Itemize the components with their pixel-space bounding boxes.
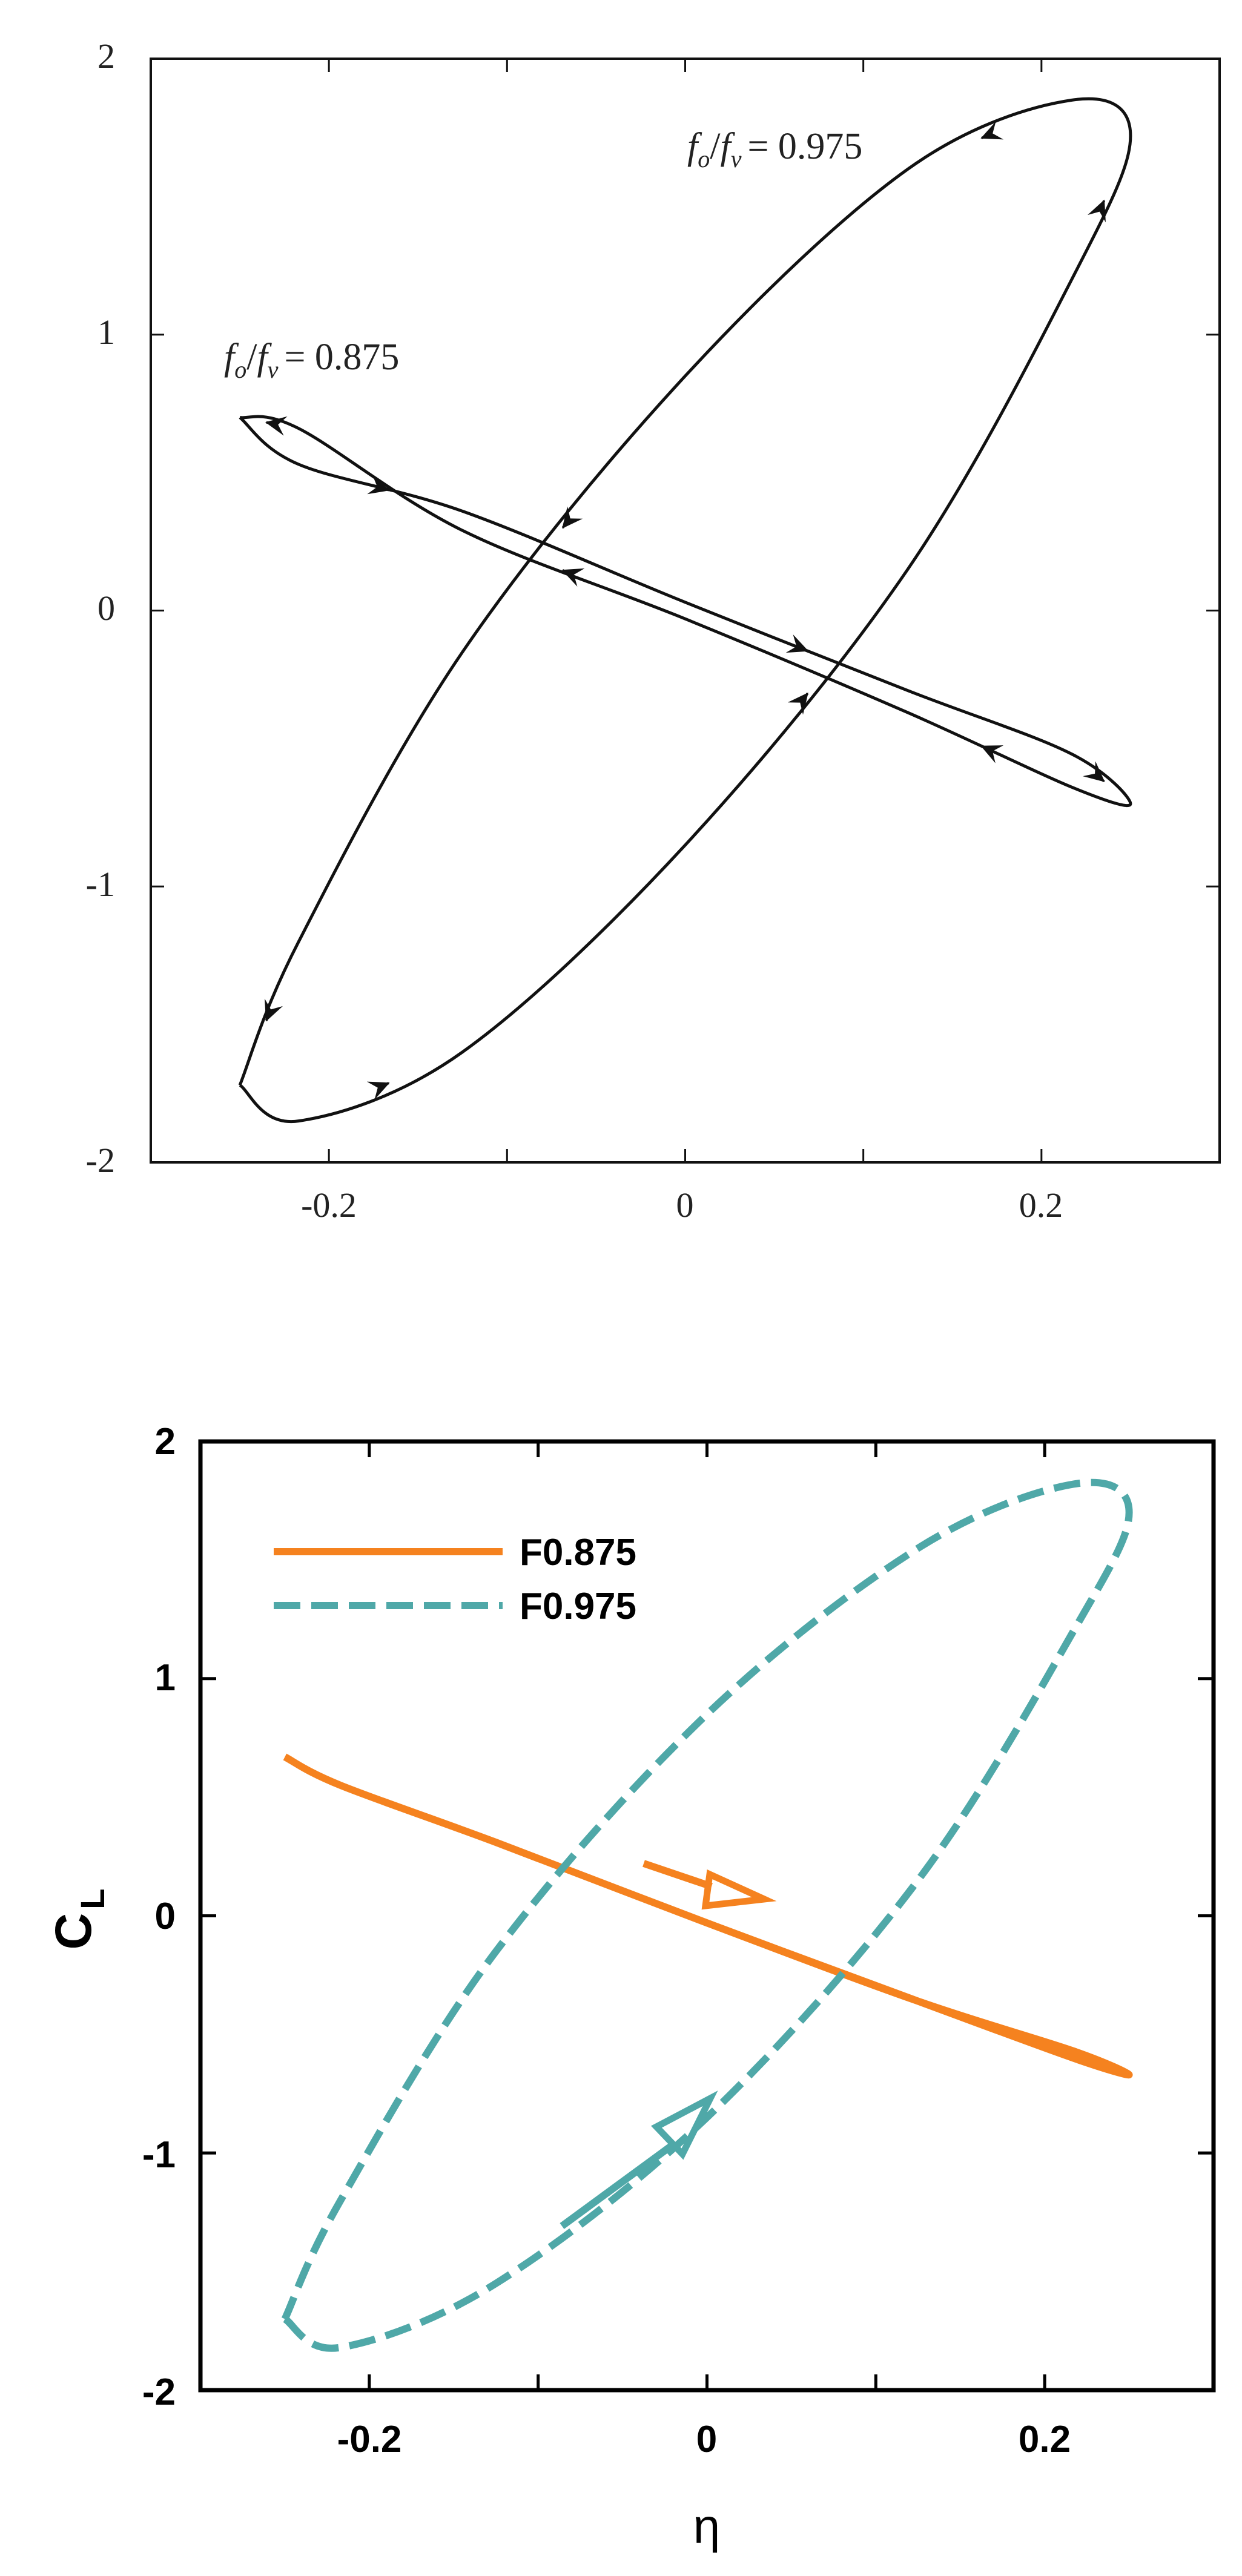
legend: F0.875 F0.975 bbox=[274, 1532, 636, 1627]
top-direction-arrowhead bbox=[561, 506, 583, 529]
legend-label-f0875: F0.875 bbox=[520, 1532, 636, 1573]
bottom-xtick-label: -0.2 bbox=[337, 2419, 402, 2460]
top-ytick-label: 2 bbox=[97, 36, 115, 76]
bottom-xtick-label: 0.2 bbox=[1019, 2419, 1071, 2460]
top-direction-arrowhead bbox=[561, 568, 585, 587]
svg-text:CL: CL bbox=[45, 1889, 111, 1950]
top-direction-arrowhead bbox=[265, 998, 283, 1022]
direction-arrow-teal bbox=[560, 2090, 718, 2229]
top-xtick-label: 0.2 bbox=[1019, 1185, 1063, 1225]
top-xtick-label: -0.2 bbox=[301, 1185, 357, 1225]
bottom-xtick-label: 0 bbox=[696, 2419, 717, 2460]
bottom-ytick-label: -2 bbox=[142, 2371, 176, 2413]
bottom-ytick-label: -1 bbox=[142, 2134, 176, 2176]
bottom-axis-ticks bbox=[200, 1440, 1214, 2392]
top-direction-arrowhead bbox=[1083, 761, 1105, 783]
top-chart: 2 1 0 -1 -2 -0.2 0 0.2 fo/fv = 0.875 fo/f… bbox=[86, 36, 1221, 1225]
top-direction-arrowhead bbox=[367, 475, 390, 495]
top-series-line-0 bbox=[239, 415, 1132, 808]
series-label-0875: fo/fv = 0.875 bbox=[224, 337, 399, 383]
direction-arrow-orange bbox=[642, 1860, 777, 1910]
bottom-plot-frame bbox=[198, 1439, 1216, 2393]
bottom-ytick-label: 1 bbox=[155, 1657, 176, 1699]
top-plot-frame bbox=[150, 58, 1221, 1164]
top-direction-arrowhead bbox=[366, 1081, 390, 1100]
bottom-series-group bbox=[281, 1478, 1133, 2352]
x-axis-label: η bbox=[693, 2499, 721, 2553]
top-direction-arrowhead bbox=[1087, 199, 1106, 223]
bottom-ytick-label: 0 bbox=[155, 1896, 176, 1937]
top-axis-ticks bbox=[151, 58, 1220, 1164]
bottom-series-line-F0.975 bbox=[281, 1478, 1133, 2352]
top-direction-arrowhead bbox=[980, 745, 1004, 763]
top-ytick-label: -2 bbox=[86, 1141, 115, 1180]
bottom-chart: 2 1 0 -1 -2 -0.2 0 0.2 η CL F0.875 F0.97… bbox=[45, 1421, 1216, 2553]
legend-label-f0975: F0.975 bbox=[520, 1586, 636, 1627]
bottom-series-line-F0.875 bbox=[283, 1753, 1133, 2079]
top-direction-arrowhead bbox=[980, 121, 1004, 140]
top-direction-arrowhead bbox=[785, 634, 809, 653]
top-ytick-label: -1 bbox=[86, 865, 115, 904]
top-ytick-label: 1 bbox=[97, 312, 115, 352]
top-series-line-1 bbox=[238, 97, 1132, 1124]
top-ytick-label: 0 bbox=[97, 588, 115, 628]
top-direction-arrowhead bbox=[787, 692, 809, 715]
top-series-group bbox=[238, 97, 1132, 1124]
top-xtick-label: 0 bbox=[676, 1185, 694, 1225]
y-axis-label: CL bbox=[45, 1889, 111, 1950]
series-label-0975: fo/fv = 0.975 bbox=[687, 126, 862, 173]
bottom-ytick-label: 2 bbox=[155, 1421, 176, 1463]
